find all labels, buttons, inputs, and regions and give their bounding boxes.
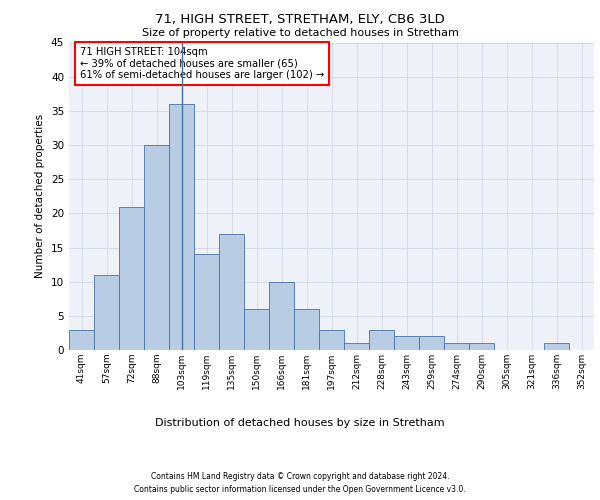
Bar bbox=[444, 343, 469, 350]
Bar bbox=[119, 206, 144, 350]
Bar bbox=[369, 330, 394, 350]
Text: Contains HM Land Registry data © Crown copyright and database right 2024.
Contai: Contains HM Land Registry data © Crown c… bbox=[134, 472, 466, 494]
Bar bbox=[344, 343, 369, 350]
Text: Size of property relative to detached houses in Stretham: Size of property relative to detached ho… bbox=[142, 28, 458, 38]
Bar bbox=[319, 330, 344, 350]
Bar bbox=[219, 234, 244, 350]
Y-axis label: Number of detached properties: Number of detached properties bbox=[35, 114, 46, 278]
Bar bbox=[419, 336, 444, 350]
Bar bbox=[144, 145, 169, 350]
Bar bbox=[469, 343, 494, 350]
Bar bbox=[94, 275, 119, 350]
Bar bbox=[269, 282, 294, 350]
Bar bbox=[194, 254, 219, 350]
Bar bbox=[294, 309, 319, 350]
Bar bbox=[69, 330, 94, 350]
Bar bbox=[394, 336, 419, 350]
Text: Distribution of detached houses by size in Stretham: Distribution of detached houses by size … bbox=[155, 418, 445, 428]
Text: 71 HIGH STREET: 104sqm
← 39% of detached houses are smaller (65)
61% of semi-det: 71 HIGH STREET: 104sqm ← 39% of detached… bbox=[79, 47, 324, 80]
Bar bbox=[544, 343, 569, 350]
Text: 71, HIGH STREET, STRETHAM, ELY, CB6 3LD: 71, HIGH STREET, STRETHAM, ELY, CB6 3LD bbox=[155, 12, 445, 26]
Bar bbox=[244, 309, 269, 350]
Bar bbox=[169, 104, 194, 350]
